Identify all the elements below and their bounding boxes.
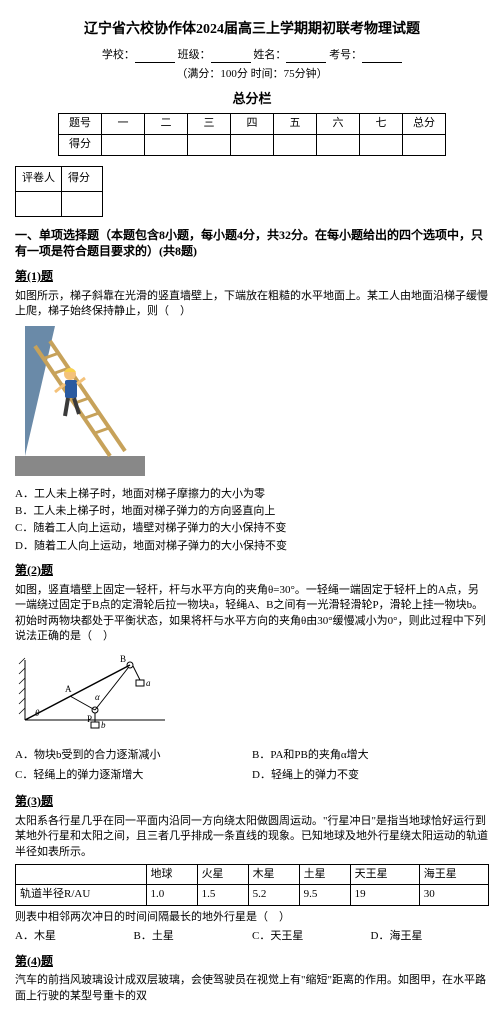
q3-text: 太阳系各行星几乎在同一平面内沿同一方向绕太阳做圆周运动。"行星冲日"是指当地球恰… <box>15 814 489 860</box>
svg-text:A: A <box>65 684 72 694</box>
grader-table: 评卷人 得分 <box>15 166 103 217</box>
q3-th-6: 海王星 <box>419 865 488 885</box>
svg-text:B: B <box>120 654 126 664</box>
q3-label: 第(3)题 <box>15 793 489 810</box>
name-blank[interactable] <box>286 50 326 63</box>
th-3: 三 <box>188 113 231 134</box>
q1-choices: A．工人未上梯子时，地面对梯子摩擦力的大小为零 B．工人未上梯子时，地面对梯子弹… <box>15 487 489 555</box>
q3-text2: 则表中相邻两次冲日的时间间隔最长的地外行星是（ ） <box>15 910 489 925</box>
th-7: 七 <box>360 113 403 134</box>
svg-text:b: b <box>101 720 106 730</box>
school-label: 学校： <box>102 49 135 61</box>
q3-choice-a[interactable]: A．木星 <box>15 929 134 944</box>
q2-choice-b[interactable]: B．PA和PB的夹角α增大 <box>252 748 489 763</box>
exam-title: 辽宁省六校协作体2024届高三上学期期初联考物理试题 <box>15 20 489 40</box>
grader-cell[interactable] <box>16 191 62 216</box>
score-cell[interactable] <box>145 134 188 155</box>
svg-text:a: a <box>146 678 151 688</box>
q1-figure <box>15 326 489 481</box>
section-1-header: 一、单项选择题（本题包含8小题，每小题4分，共32分。在每小题给出的四个选项中，… <box>15 227 489 261</box>
q3-th-3: 木星 <box>248 865 299 885</box>
q2-choices: A．物块b受到的合力逐渐减小 B．PA和PB的夹角α增大 C．轻绳上的弹力逐渐增… <box>15 746 489 785</box>
q4-label: 第(4)题 <box>15 953 489 970</box>
score-cell[interactable] <box>360 134 403 155</box>
th-4: 四 <box>231 113 274 134</box>
svg-text:α: α <box>95 692 100 702</box>
score-cell[interactable] <box>403 134 446 155</box>
q2-figure: θ B A P α b a <box>15 650 489 740</box>
score-cell[interactable] <box>317 134 360 155</box>
q3-r-1: 1.0 <box>146 885 197 905</box>
score-cell[interactable] <box>231 134 274 155</box>
q2-choice-a[interactable]: A．物块b受到的合力逐渐减小 <box>15 748 252 763</box>
q3-r-2: 1.5 <box>197 885 248 905</box>
grader-h2: 得分 <box>62 166 103 191</box>
score-row-label: 得分 <box>59 134 102 155</box>
th-5: 五 <box>274 113 317 134</box>
time-info: （满分：100分 时间：75分钟） <box>15 67 489 82</box>
score-title: 总分栏 <box>15 90 489 108</box>
th-6: 六 <box>317 113 360 134</box>
q3-th-2: 火星 <box>197 865 248 885</box>
q3-r-4: 9.5 <box>299 885 350 905</box>
q1-choice-d[interactable]: D．随着工人向上运动，地面对梯子弹力的大小保持不变 <box>15 539 489 554</box>
q3-th-4: 土星 <box>299 865 350 885</box>
q1-choice-c[interactable]: C．随着工人向上运动，墙壁对梯子弹力的大小保持不变 <box>15 521 489 536</box>
q3-th-0 <box>16 865 147 885</box>
q2-choice-d[interactable]: D．轻绳上的弹力不变 <box>252 768 489 783</box>
th-8: 总分 <box>403 113 446 134</box>
school-blank[interactable] <box>135 50 175 63</box>
score-table: 题号 一 二 三 四 五 六 七 总分 得分 <box>58 113 446 156</box>
score-cell[interactable] <box>274 134 317 155</box>
q3-choice-c[interactable]: C．天王星 <box>252 929 371 944</box>
q3-r-0: 轨道半径R/AU <box>16 885 147 905</box>
th-2: 二 <box>145 113 188 134</box>
score-cell[interactable] <box>188 134 231 155</box>
q4-text: 汽车的前挡风玻璃设计成双层玻璃，会使驾驶员在视觉上有"缩短"距离的作用。如图甲，… <box>15 973 489 1004</box>
q3-choice-d[interactable]: D．海王星 <box>371 929 490 944</box>
name-label: 姓名： <box>253 49 286 61</box>
q1-label: 第(1)题 <box>15 268 489 285</box>
q3-choices: A．木星 B．土星 C．天王星 D．海王星 <box>15 929 489 944</box>
svg-text:θ: θ <box>35 708 40 718</box>
q2-text: 如图，竖直墙壁上固定一轻杆，杆与水平方向的夹角θ=30°。一轻绳一端固定于轻杆上… <box>15 583 489 645</box>
score-cell[interactable] <box>102 134 145 155</box>
id-label: 考号： <box>329 49 362 61</box>
q3-r-3: 5.2 <box>248 885 299 905</box>
q1-choice-a[interactable]: A．工人未上梯子时，地面对梯子摩擦力的大小为零 <box>15 487 489 502</box>
grader-cell[interactable] <box>62 191 103 216</box>
q1-text: 如图所示，梯子斜靠在光滑的竖直墙壁上，下端放在粗糙的水平地面上。某工人由地面沿梯… <box>15 289 489 320</box>
q3-choice-b[interactable]: B．土星 <box>134 929 253 944</box>
q2-choice-c[interactable]: C．轻绳上的弹力逐渐增大 <box>15 768 252 783</box>
class-label: 班级： <box>178 49 211 61</box>
th-1: 一 <box>102 113 145 134</box>
th-0: 题号 <box>59 113 102 134</box>
q3-th-5: 天王星 <box>350 865 419 885</box>
id-blank[interactable] <box>362 50 402 63</box>
grader-h1: 评卷人 <box>16 166 62 191</box>
q1-choice-b[interactable]: B．工人未上梯子时，地面对梯子弹力的方向竖直向上 <box>15 504 489 519</box>
q3-r-5: 19 <box>350 885 419 905</box>
q2-label: 第(2)题 <box>15 562 489 579</box>
class-blank[interactable] <box>211 50 251 63</box>
info-line-1: 学校： 班级： 姓名： 考号： <box>15 48 489 63</box>
q3-th-1: 地球 <box>146 865 197 885</box>
q3-table: 地球 火星 木星 土星 天王星 海王星 轨道半径R/AU 1.0 1.5 5.2… <box>15 864 489 906</box>
q3-r-6: 30 <box>419 885 488 905</box>
